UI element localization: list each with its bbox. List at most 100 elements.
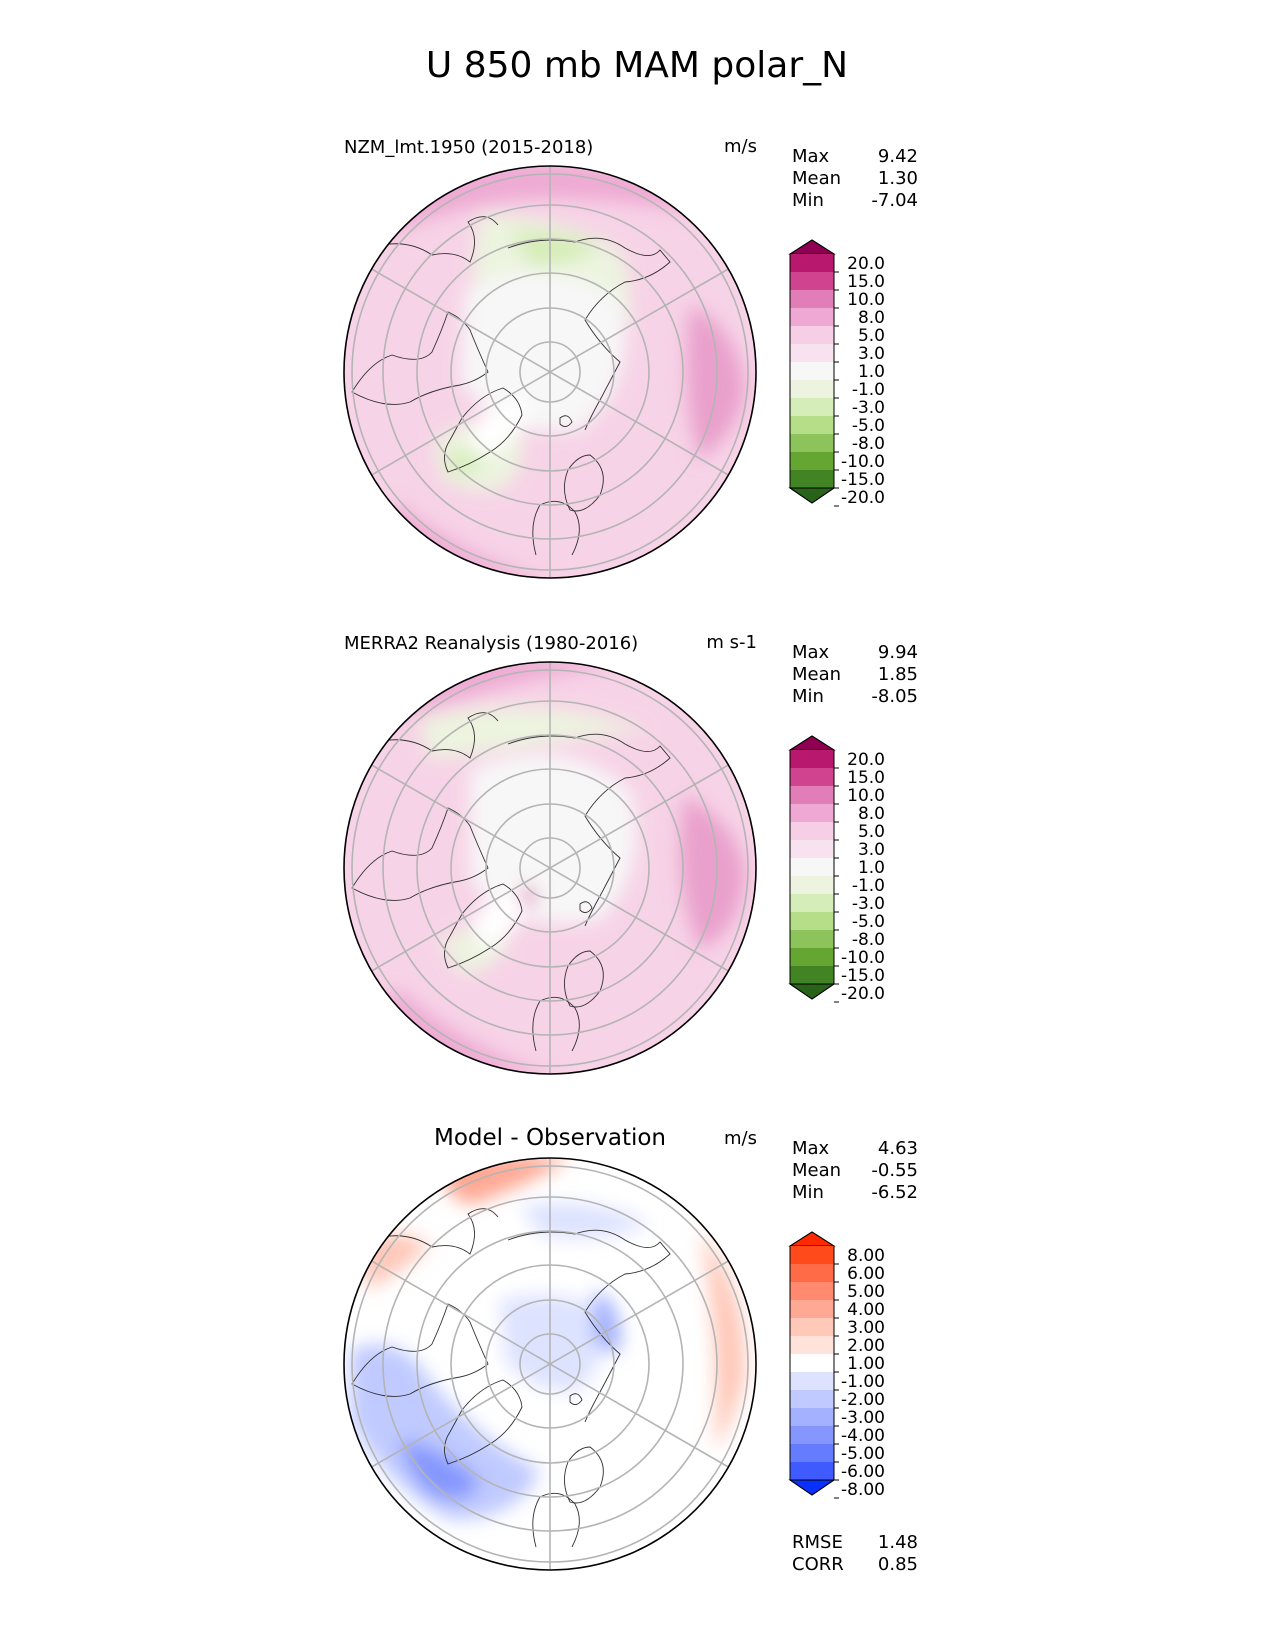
colorbar-tick-label: -15.0 [841,470,885,490]
colorbar-tick-label: -2.00 [841,1390,885,1410]
colorbar-extend-top [788,239,836,255]
colorbar-tick-label: 20.0 [847,750,885,770]
colorbar: 20.015.010.08.05.03.01.0-1.0-3.0-5.0-8.0… [788,735,885,1004]
colorbar-cell [790,1444,834,1463]
stat-value: 9.42 [878,146,918,167]
colorbar-tick-label: 3.0 [858,344,885,364]
coastline-alaska [381,216,499,263]
coastline-alaska [381,1208,499,1255]
stat-value: 4.63 [878,1138,918,1159]
coastline-scandinavia [532,996,580,1052]
colorbar-tick-label: -3.0 [852,894,885,914]
coastline-canada [351,807,489,901]
colorbar-tick-label: -8.0 [852,930,885,950]
meridian [371,268,729,476]
colorbar-tick-label: -1.0 [852,876,885,896]
field-region [686,305,745,460]
colorbar-cell [790,416,834,435]
coastline-island [569,1393,583,1405]
polar-map [343,165,757,579]
colorbar-cell [790,308,834,327]
coastlines [351,216,671,556]
colorbar-extend-bottom [788,983,836,1000]
stat-value: 1.85 [878,664,918,685]
panel-title: MERRA2 Reanalysis (1980-2016) [344,633,638,654]
colorbar-tick-label: -20.0 [841,488,885,508]
colorbar-tick-label: -10.0 [841,948,885,968]
colorbar-cell [790,930,834,949]
colorbar-cell [790,1336,834,1355]
colorbar-extend-top [788,735,836,751]
coastline-greenland [444,883,523,969]
stats-block: Max 9.94 Mean 1.85 Min -8.05 [792,642,918,707]
stat-label: Min [792,686,824,707]
colorbar-tick-label: 6.00 [847,1264,885,1284]
colorbar-tick-label: 5.0 [858,326,885,346]
colorbar-tick-label: -5.0 [852,416,885,436]
colorbar-cell [790,398,834,417]
stat-label: Mean [792,664,841,685]
colorbar-cell [790,272,834,291]
colorbar-tick-label: 4.00 [847,1300,885,1320]
stat-value: -0.55 [871,1160,918,1181]
extra-stats-block: RMSE 1.48 CORR 0.85 [792,1532,918,1575]
field-region [500,1294,603,1391]
colorbar-cell [790,1354,834,1373]
stat-label: Max [792,1138,830,1159]
colorbar-cell [790,822,834,841]
field-region [680,795,745,950]
coastline-alaska [381,712,499,759]
gridlines [351,662,749,1074]
field-region [520,886,538,906]
colorbar-tick-label: -1.00 [841,1372,885,1392]
panel-units: m/s [724,1128,757,1149]
field-region [470,399,530,460]
map-boundary [343,1157,757,1571]
meridian [371,764,729,972]
panel-title: Model - Observation [434,1125,666,1151]
colorbar-cell [790,1462,834,1481]
stats-block: Max 9.42 Mean 1.30 Min -7.04 [792,146,918,211]
stats-block: Max 4.63 Mean -0.55 Min -6.52 [792,1138,918,1203]
coastline-island [579,901,593,913]
field-region [350,1344,540,1520]
colorbar-cell [790,254,834,273]
field-region [445,451,490,474]
colorbar-cell [790,470,834,489]
coastline-europe [564,1446,604,1504]
coastline-siberia [507,733,671,927]
stat-value: -8.05 [871,686,918,707]
panel-difference: Model - Observation m/s Max 4.63 Mean -0… [343,1125,918,1575]
colorbar-tick-label: -1.0 [852,380,885,400]
colorbar-extend-bottom [788,1479,836,1496]
coastline-siberia [507,237,671,431]
colorbar-tick-label: -10.0 [841,452,885,472]
colorbar-cell [790,894,834,913]
field-region [592,1290,621,1353]
gridlines [351,1158,749,1570]
stat-label: Max [792,146,830,167]
map-boundary [343,661,757,1075]
colorbar-tick-label: 15.0 [847,272,885,292]
colorbar-cells [790,254,834,489]
coastline-scandinavia [532,500,580,556]
panel-units: m s-1 [706,632,757,653]
colorbar-cell [790,768,834,787]
colorbar-cell [790,1318,834,1337]
colorbar-cell [790,1246,834,1265]
colorbar-cells [790,750,834,985]
colorbar-cell [790,786,834,805]
coastline-siberia [507,1229,671,1423]
colorbar-tick-label: -3.0 [852,398,885,418]
colorbar-tick-label: -5.00 [841,1444,885,1464]
gridlines [351,166,749,578]
colorbar-tick-label: -6.00 [841,1462,885,1482]
colorbar-cell [790,948,834,967]
stat-label: Mean [792,1160,841,1181]
coastline-europe [564,950,604,1008]
colorbar-cell [790,858,834,877]
colorbar-cell [790,876,834,895]
colorbar-tick-label: -20.0 [841,984,885,1004]
coastlines [351,1208,671,1548]
